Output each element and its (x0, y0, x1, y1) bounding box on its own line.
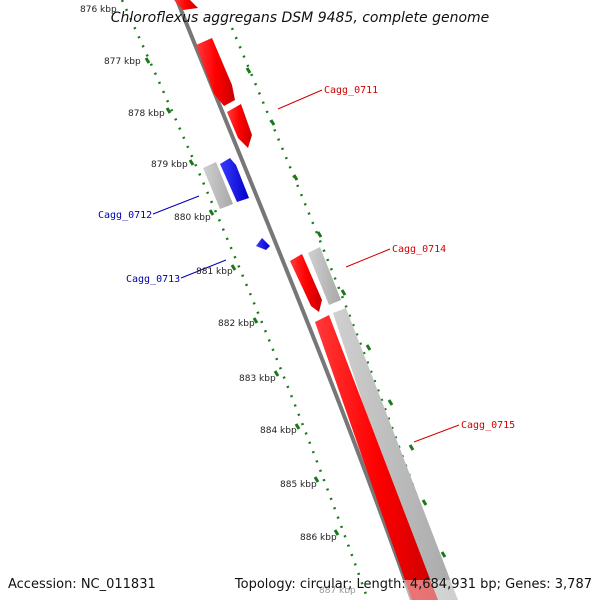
gene-cagg-0714-track (308, 247, 341, 305)
tick-label: 886 kbp (300, 533, 337, 543)
gene-cagg-0713 (256, 238, 270, 250)
tick-label: 883 kbp (239, 374, 276, 384)
genome-summary: Topology: circular; Length: 4,684,931 bp… (234, 577, 592, 592)
gene-label-cagg-0714[interactable]: Cagg_0714 (392, 244, 446, 255)
gene-label-cagg-0715[interactable]: Cagg_0715 (461, 420, 515, 431)
gene-cagg-0714 (290, 254, 322, 312)
tick-label: 880 kbp (174, 213, 211, 223)
map-title: Chloroflexus aggregans DSM 9485, complet… (110, 10, 490, 26)
gene-label-cagg-0713[interactable]: Cagg_0713 (126, 274, 180, 285)
tick-label: 878 kbp (128, 109, 165, 119)
inner-tick-ruler (120, 0, 370, 600)
gene-label-cagg-0712[interactable]: Cagg_0712 (98, 210, 152, 221)
bottom-fade (380, 580, 480, 600)
tick-label: 884 kbp (260, 426, 297, 436)
tick-label: 876 kbp (80, 5, 117, 15)
callout-line-cagg-0713 (180, 259, 227, 279)
inner-major-ticks (144, 57, 340, 536)
tick-label: 882 kbp (218, 319, 255, 329)
outer-major-ticks (245, 67, 447, 558)
gene-cagg-0712 (220, 158, 249, 202)
tick-label: 887 kbp (319, 586, 356, 596)
callout-line-cagg-0711 (277, 89, 323, 110)
callout-line-cagg-0715 (413, 424, 460, 443)
accession-label: Accession: NC_011831 (8, 577, 156, 592)
tick-label: 881 kbp (196, 267, 233, 277)
gene-cagg-0715-track (333, 308, 458, 600)
callout-line-cagg-0714 (345, 248, 391, 268)
gene-label-cagg-0711[interactable]: Cagg_0711 (324, 85, 378, 96)
tick-label: 877 kbp (104, 57, 141, 67)
tick-label: 879 kbp (151, 160, 188, 170)
gene-cagg-0711-a (196, 38, 235, 106)
gene-cagg-0715 (315, 315, 438, 600)
tick-label: 885 kbp (280, 480, 317, 490)
gene-cagg-0711-b (227, 104, 252, 148)
callout-line-cagg-0712 (152, 195, 200, 215)
gene-cagg-0710 (174, 0, 198, 10)
gene-cagg-0712-track (203, 162, 233, 209)
